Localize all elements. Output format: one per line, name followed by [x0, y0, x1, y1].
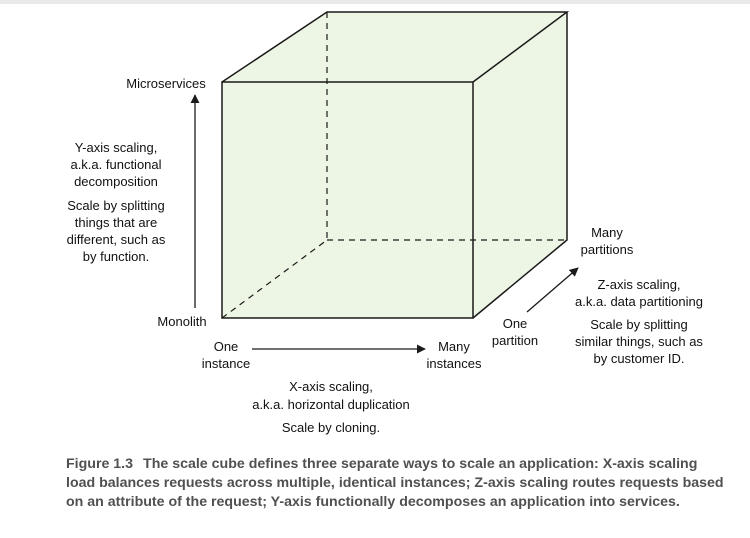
scale-cube-diagram: Microservices Monolith Y-axis scaling, a… [67, 11, 703, 435]
y-axis-desc-line2: things that are [75, 215, 157, 230]
z-axis-desc-line3: by customer ID. [593, 351, 684, 366]
cube-front-face [222, 82, 473, 318]
figure-caption-text: The scale cube defines three separate wa… [66, 456, 724, 510]
x-axis-left-label-line2: instance [202, 356, 250, 371]
z-axis-far-label-line2: partitions [581, 242, 634, 257]
cube-right-edges [472, 12, 568, 319]
y-axis-desc-line3: different, such as [67, 232, 166, 247]
y-axis-desc-line1: Scale by splitting [67, 198, 165, 213]
x-axis-desc-line1: Scale by cloning. [282, 420, 380, 435]
x-axis-title-line2: a.k.a. horizontal duplication [252, 397, 410, 412]
cube [221, 11, 570, 319]
y-axis-top-label: Microservices [126, 76, 206, 91]
x-axis-left-label-line1: One [214, 339, 239, 354]
z-axis-desc-line1: Scale by splitting [590, 317, 688, 332]
x-axis-right-label-line1: Many [438, 339, 470, 354]
z-axis-far-label-line1: Many [591, 225, 623, 240]
y-axis-title-line2: a.k.a. functional [70, 157, 161, 172]
z-axis-title-line2: a.k.a. data partitioning [575, 294, 703, 309]
y-axis-bottom-label: Monolith [157, 314, 206, 329]
figure-caption: Figure 1.3 The scale cube defines three s… [66, 455, 726, 512]
x-axis-right-label-line2: instances [427, 356, 482, 371]
y-axis-title-line3: decomposition [74, 174, 158, 189]
y-axis-desc-line4: by function. [83, 249, 150, 264]
z-axis-arrow [526, 267, 579, 313]
figure-number: Figure 1.3 [66, 456, 134, 472]
top-border [0, 0, 750, 4]
cube-right-face [473, 12, 567, 318]
z-axis-title-line1: Z-axis scaling, [597, 277, 680, 292]
z-axis-near-label-line2: partition [492, 333, 538, 348]
z-axis-desc-line2: similar things, such as [575, 334, 703, 349]
x-axis-title-line1: X-axis scaling, [289, 379, 373, 394]
y-axis-title-line1: Y-axis scaling, [75, 140, 158, 155]
z-axis-near-label-line1: One [503, 316, 528, 331]
cube-top-edges [221, 11, 570, 83]
